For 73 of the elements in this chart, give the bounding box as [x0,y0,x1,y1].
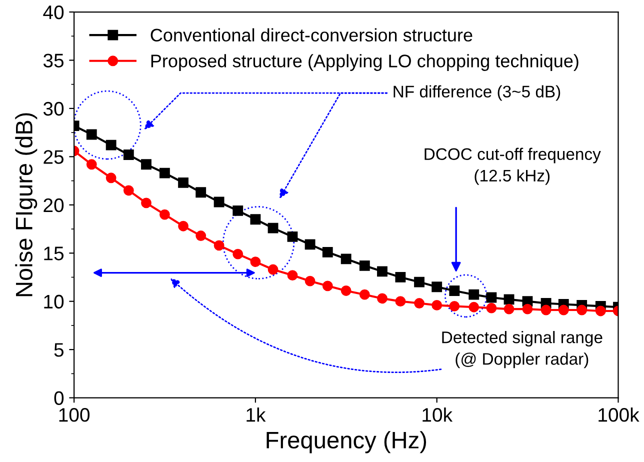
annotation: NF difference (3~5 dB) [394,85,560,101]
point [432,300,442,310]
point [322,280,333,292]
point [449,286,460,296]
point [504,294,514,305]
point [287,270,298,281]
y-tick-label: 20 [44,198,64,212]
point [558,304,569,316]
point [540,304,552,316]
point [159,209,170,220]
point [178,220,188,232]
y-tick-label: 25 [44,150,64,164]
annotation: DCOC cut-off frequency (12.5 kHz) [424,148,601,185]
point [159,168,170,178]
point [106,140,116,150]
point [322,246,333,258]
y-tick-label: 15 [44,246,64,260]
point [468,302,480,312]
point [287,232,298,242]
point [86,159,97,170]
x-tick-label: 1k [246,408,266,422]
point [214,196,224,208]
point [178,178,188,188]
point [377,293,388,304]
point [214,240,224,251]
point [123,150,134,160]
point [595,306,606,316]
point [359,260,370,271]
point [106,172,116,184]
point [141,198,152,208]
y-tick-label: 40 [43,5,64,20]
point [232,248,244,260]
point [232,205,244,216]
point [414,298,424,308]
point [395,272,406,282]
point [340,286,352,296]
legend-label: Proposed structure (Applying LO chopping technique) [151,54,578,71]
point [377,266,388,277]
point [250,214,261,225]
point [304,239,316,250]
point [304,276,316,286]
point [504,304,514,314]
point [449,300,460,312]
point [86,129,97,140]
x-tick-label: 100 [59,408,90,422]
point [468,289,480,300]
point [268,264,278,275]
y-tick-label: 5 [54,343,64,357]
y-axis-title: Noise FIgure (dB) [15,113,38,296]
x-tick-label: 10k [422,408,453,422]
point [522,304,533,314]
point [395,296,406,307]
point [576,304,588,316]
point [340,254,352,264]
point [123,185,134,196]
point [486,302,497,314]
y-tick-label: 10 [44,294,64,309]
point [250,256,261,268]
point [432,282,442,292]
point [414,276,424,288]
point [196,187,206,198]
point [141,159,152,170]
point [486,292,497,303]
x-tick-label: 100k [598,408,640,422]
y-tick-label: 30 [43,102,64,116]
y-tick-label: 35 [43,54,64,68]
annotation: Detected signal range (@ Doppler radar) [442,331,602,368]
point [196,230,206,241]
point [359,289,370,300]
x-axis-title: Frequency (Hz) [266,431,426,454]
legend-label: Conventional direct-conversion structure [150,28,472,42]
y-tick-label: 0 [54,391,64,406]
point [268,222,278,234]
